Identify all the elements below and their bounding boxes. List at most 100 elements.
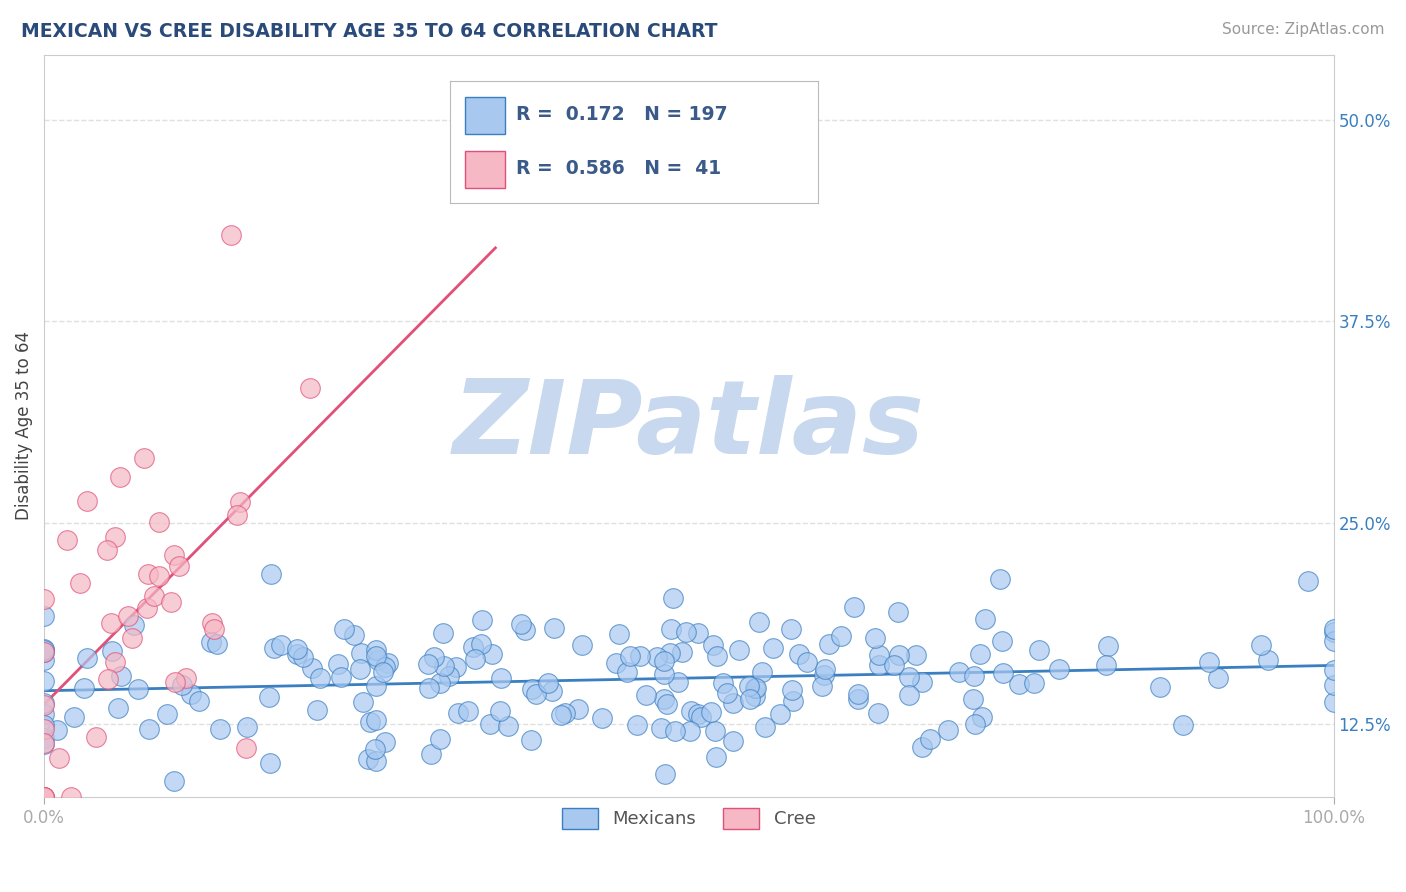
Point	[911, 739, 934, 754]
Point	[489, 671, 512, 685]
Point	[520, 732, 543, 747]
Point	[754, 720, 776, 734]
Point	[418, 657, 440, 671]
Point	[740, 692, 762, 706]
Text: MEXICAN VS CREE DISABILITY AGE 35 TO 64 CORRELATION CHART: MEXICAN VS CREE DISABILITY AGE 35 TO 64 …	[21, 22, 717, 41]
Point	[970, 710, 993, 724]
Point	[655, 697, 678, 711]
Point	[32, 789, 55, 804]
Point	[920, 731, 942, 746]
Point	[121, 631, 143, 645]
Point	[163, 773, 186, 788]
Point	[711, 676, 734, 690]
Point	[813, 667, 835, 681]
Point	[911, 675, 934, 690]
Point	[69, 576, 91, 591]
Point	[163, 548, 186, 562]
Point	[127, 682, 149, 697]
Point	[1028, 643, 1050, 657]
Point	[652, 666, 675, 681]
Point	[374, 734, 396, 748]
Point	[887, 648, 910, 662]
Point	[208, 722, 231, 736]
Point	[702, 638, 724, 652]
Point	[180, 688, 202, 702]
Point	[301, 661, 323, 675]
Point	[366, 713, 388, 727]
Point	[201, 615, 224, 630]
Point	[73, 681, 96, 695]
Point	[744, 681, 766, 695]
Point	[225, 508, 247, 522]
Point	[32, 722, 55, 736]
Point	[1322, 695, 1344, 709]
Point	[513, 623, 536, 637]
Point	[32, 696, 55, 710]
Point	[948, 665, 970, 680]
Point	[97, 672, 120, 686]
Point	[32, 731, 55, 745]
Point	[768, 707, 790, 722]
Point	[1250, 638, 1272, 652]
Point	[659, 622, 682, 636]
Point	[235, 720, 257, 734]
Point	[122, 618, 145, 632]
Point	[988, 572, 1011, 586]
Point	[721, 696, 744, 710]
Y-axis label: Disability Age 35 to 64: Disability Age 35 to 64	[15, 332, 32, 520]
Point	[143, 589, 166, 603]
Point	[868, 658, 890, 673]
Point	[84, 730, 107, 744]
Point	[170, 678, 193, 692]
Legend: Mexicans, Cree: Mexicans, Cree	[555, 801, 823, 836]
Point	[524, 687, 547, 701]
Point	[762, 641, 785, 656]
Point	[830, 629, 852, 643]
Point	[219, 228, 242, 243]
Point	[200, 635, 222, 649]
Point	[887, 605, 910, 619]
Point	[328, 657, 350, 672]
Point	[59, 789, 82, 804]
Point	[202, 622, 225, 636]
Point	[32, 645, 55, 659]
Point	[32, 653, 55, 667]
Point	[444, 660, 467, 674]
Point	[207, 637, 229, 651]
Point	[364, 642, 387, 657]
Point	[679, 724, 702, 739]
Point	[591, 711, 613, 725]
Point	[567, 702, 589, 716]
Point	[463, 640, 485, 654]
Point	[605, 656, 627, 670]
Point	[1198, 655, 1220, 669]
Text: ZIPatlas: ZIPatlas	[453, 376, 925, 476]
Point	[104, 530, 127, 544]
Point	[333, 623, 356, 637]
Point	[748, 615, 770, 630]
Point	[706, 648, 728, 663]
Point	[100, 615, 122, 630]
Point	[367, 652, 389, 666]
Point	[48, 750, 70, 764]
Text: Source: ZipAtlas.com: Source: ZipAtlas.com	[1222, 22, 1385, 37]
Point	[110, 669, 132, 683]
Point	[110, 469, 132, 483]
Point	[541, 683, 564, 698]
Point	[973, 612, 995, 626]
Point	[32, 698, 55, 713]
Point	[716, 686, 738, 700]
Point	[689, 710, 711, 724]
Point	[991, 633, 1014, 648]
Point	[117, 608, 139, 623]
Point	[1296, 574, 1319, 588]
Point	[32, 737, 55, 751]
Point	[723, 734, 745, 748]
Point	[260, 566, 283, 581]
Point	[679, 704, 702, 718]
Point	[429, 676, 451, 690]
Point	[969, 647, 991, 661]
Point	[263, 641, 285, 656]
Point	[846, 687, 869, 701]
Point	[636, 688, 658, 702]
